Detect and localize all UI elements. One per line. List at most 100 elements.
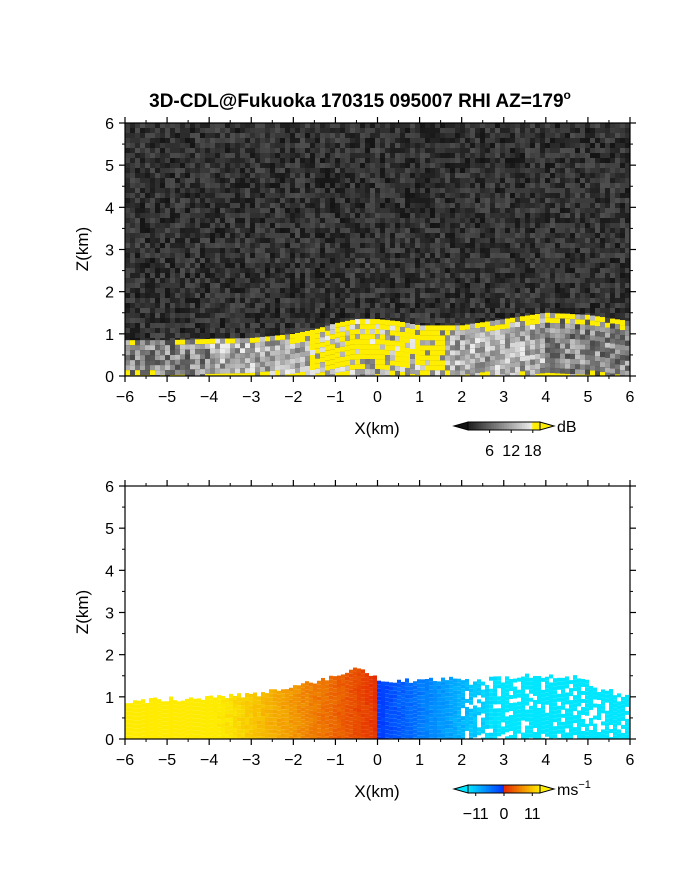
- noise-cell: [250, 323, 255, 328]
- noise-cell: [245, 303, 250, 308]
- noise-cell: [490, 243, 495, 248]
- noise-cell: [525, 223, 530, 228]
- noise-cell: [165, 173, 170, 178]
- noise-cell: [505, 283, 510, 288]
- noise-cell: [340, 248, 345, 253]
- noise-cell: [290, 298, 295, 303]
- noise-cell: [230, 288, 235, 293]
- noise-cell: [525, 228, 530, 233]
- noise-cell: [485, 268, 490, 273]
- noise-cell: [615, 178, 620, 183]
- noise-cell: [145, 168, 150, 173]
- noise-cell: [560, 163, 565, 168]
- noise-cell: [245, 278, 250, 283]
- noise-cell: [620, 288, 625, 293]
- noise-cell: [505, 168, 510, 173]
- noise-cell: [625, 138, 630, 143]
- noise-cell: [350, 188, 355, 193]
- noise-cell: [260, 218, 265, 223]
- noise-cell: [620, 123, 625, 128]
- noise-cell: [530, 303, 535, 308]
- noise-cell: [495, 248, 500, 253]
- noise-cell: [440, 293, 445, 298]
- noise-cell: [200, 278, 205, 283]
- noise-cell: [200, 123, 205, 128]
- noise-cell: [210, 283, 215, 288]
- noise-cell: [485, 288, 490, 293]
- noise-cell: [290, 283, 295, 288]
- noise-cell: [375, 158, 380, 163]
- noise-cell: [225, 193, 230, 198]
- noise-cell: [200, 168, 205, 173]
- noise-cell: [330, 243, 335, 248]
- noise-cell: [545, 303, 550, 308]
- noise-cell: [620, 308, 625, 313]
- noise-cell: [510, 133, 515, 138]
- noise-cell: [325, 128, 330, 133]
- noise-cell: [260, 238, 265, 243]
- noise-cell: [470, 203, 475, 208]
- noise-cell: [375, 138, 380, 143]
- noise-cell: [390, 163, 395, 168]
- noise-cell: [245, 128, 250, 133]
- noise-cell: [560, 138, 565, 143]
- noise-cell: [585, 193, 590, 198]
- noise-cell: [455, 298, 460, 303]
- noise-cell: [550, 213, 555, 218]
- noise-cell: [345, 243, 350, 248]
- noise-cell: [470, 228, 475, 233]
- noise-cell: [610, 163, 615, 168]
- noise-cell: [180, 198, 185, 203]
- noise-cell: [440, 228, 445, 233]
- noise-cell: [465, 318, 470, 323]
- noise-cell: [170, 143, 175, 148]
- noise-cell: [225, 313, 230, 318]
- noise-cell: [615, 288, 620, 293]
- noise-cell: [405, 288, 410, 293]
- noise-cell: [435, 233, 440, 238]
- noise-cell: [255, 313, 260, 318]
- noise-cell: [455, 183, 460, 188]
- noise-cell: [335, 238, 340, 243]
- noise-cell: [230, 173, 235, 178]
- noise-cell: [335, 123, 340, 128]
- noise-cell: [200, 188, 205, 193]
- noise-cell: [575, 198, 580, 203]
- noise-cell: [330, 183, 335, 188]
- noise-cell: [130, 328, 135, 333]
- noise-cell: [535, 138, 540, 143]
- noise-cell: [220, 128, 225, 133]
- noise-cell: [620, 243, 625, 248]
- noise-cell: [155, 213, 160, 218]
- noise-cell: [380, 188, 385, 193]
- noise-cell: [130, 163, 135, 168]
- noise-cell: [225, 298, 230, 303]
- noise-cell: [615, 243, 620, 248]
- noise-cell: [415, 243, 420, 248]
- noise-cell: [465, 298, 470, 303]
- noise-cell: [160, 128, 165, 133]
- noise-cell: [340, 223, 345, 228]
- noise-cell: [290, 213, 295, 218]
- noise-cell: [470, 258, 475, 263]
- noise-cell: [125, 238, 130, 243]
- noise-cell: [325, 148, 330, 153]
- noise-cell: [610, 238, 615, 243]
- noise-cell: [310, 198, 315, 203]
- noise-cell: [360, 123, 365, 128]
- noise-cell: [145, 178, 150, 183]
- noise-cell: [165, 143, 170, 148]
- noise-cell: [190, 278, 195, 283]
- noise-cell: [440, 288, 445, 293]
- noise-cell: [270, 298, 275, 303]
- noise-cell: [190, 163, 195, 168]
- noise-cell: [205, 283, 210, 288]
- noise-cell: [595, 168, 600, 173]
- noise-cell: [195, 158, 200, 163]
- noise-cell: [255, 258, 260, 263]
- noise-cell: [360, 158, 365, 163]
- noise-cell: [475, 288, 480, 293]
- noise-cell: [145, 148, 150, 153]
- noise-cell: [320, 273, 325, 278]
- noise-cell: [165, 258, 170, 263]
